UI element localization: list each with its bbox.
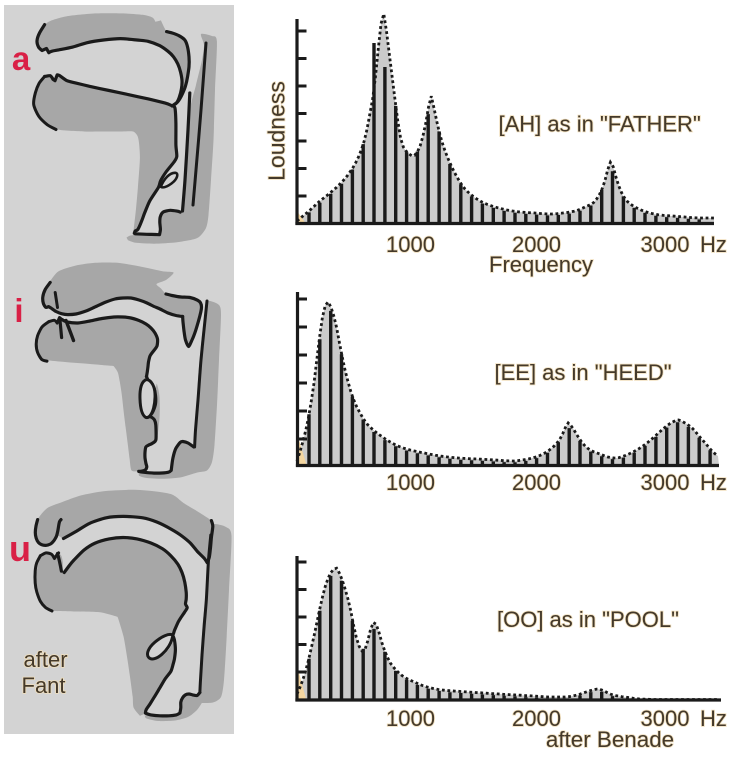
svg-text:3000: 3000 [641,470,690,495]
svg-text:a: a [12,40,31,77]
svg-text:1000: 1000 [386,706,435,731]
svg-text:Loudness: Loudness [264,81,290,181]
svg-text:2000: 2000 [512,706,561,731]
svg-text:3000: 3000 [641,706,690,731]
svg-text:Frequency: Frequency [489,252,593,277]
svg-text:i: i [14,292,23,329]
svg-text:2000: 2000 [512,232,561,257]
svg-text:u: u [9,528,31,569]
svg-text:Hz: Hz [700,706,727,731]
svg-text:after: after [24,647,68,672]
svg-text:after Benade: after Benade [546,727,674,752]
svg-text:1000: 1000 [386,470,435,495]
svg-text:Hz: Hz [700,232,727,257]
svg-text:[AH] as in "FATHER": [AH] as in "FATHER" [499,112,701,137]
svg-text:[OO] as in "POOL": [OO] as in "POOL" [497,607,679,632]
svg-text:3000: 3000 [641,232,690,257]
svg-text:Fant: Fant [22,673,66,698]
svg-text:Hz: Hz [700,470,727,495]
svg-text:[EE] as in "HEED": [EE] as in "HEED" [495,360,672,385]
svg-text:1000: 1000 [386,232,435,257]
svg-text:2000: 2000 [512,470,561,495]
